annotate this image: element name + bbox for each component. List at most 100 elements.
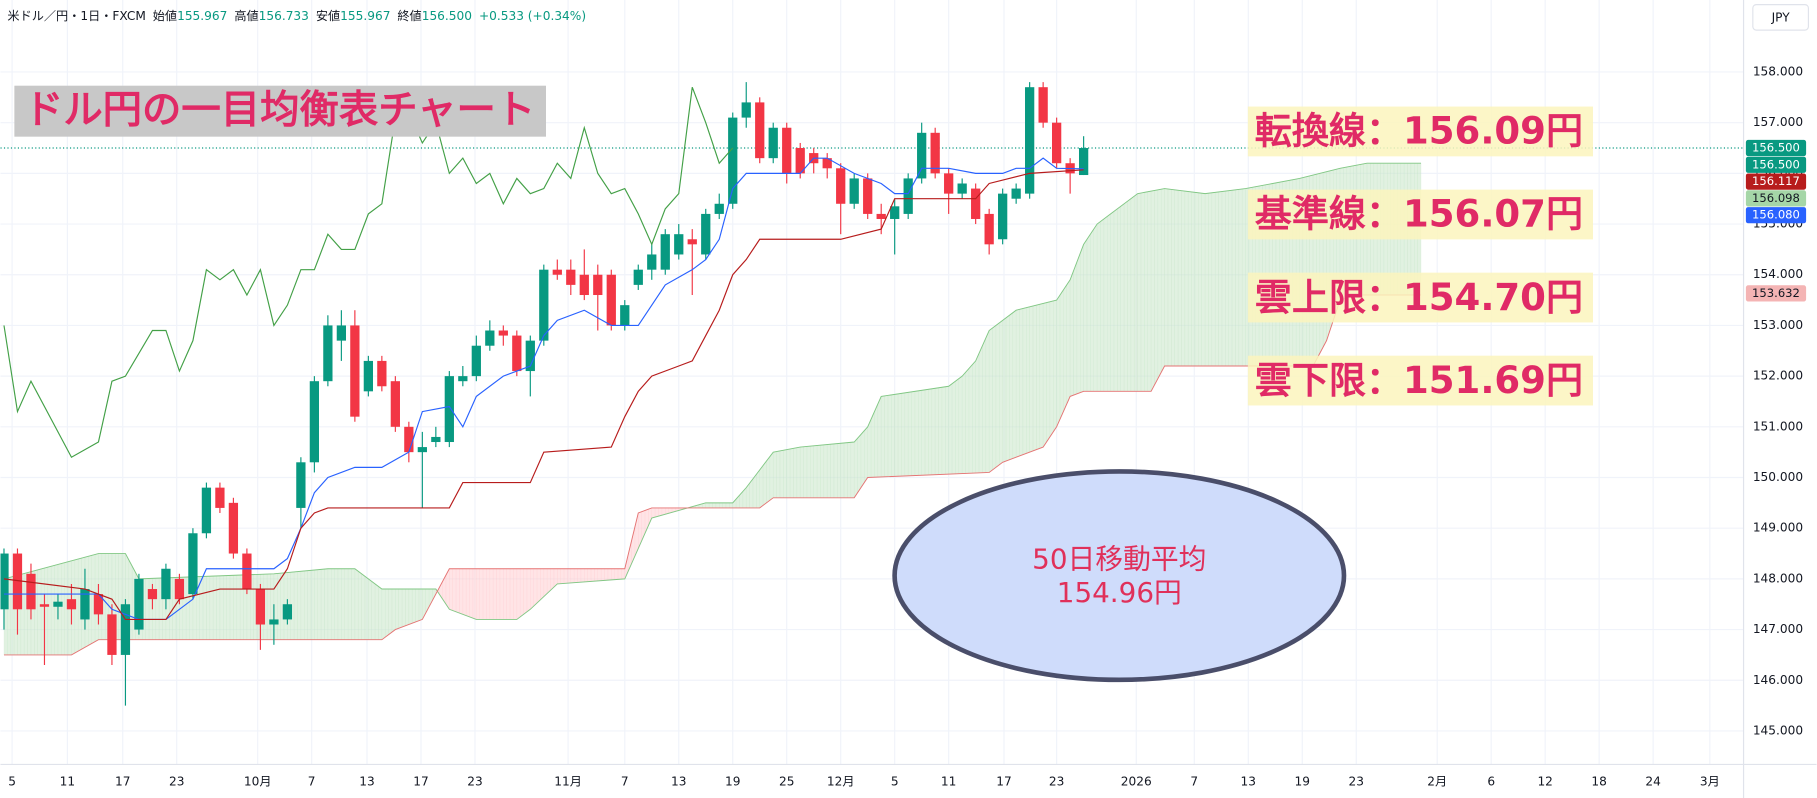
cloud-fill xyxy=(293,571,298,640)
cloud-fill xyxy=(341,568,345,640)
cloud-fill xyxy=(577,568,582,583)
price-badge xyxy=(1745,207,1807,224)
header-text: 始値 xyxy=(153,8,177,23)
cloud-fill xyxy=(1069,270,1074,397)
cloud-fill xyxy=(1113,208,1118,392)
y-tick-label: 157.000 xyxy=(1753,115,1803,129)
x-tick-label: 2026 xyxy=(1121,774,1152,788)
candle-body xyxy=(336,325,347,341)
y-tick-label: 153.000 xyxy=(1753,318,1803,332)
candle-body xyxy=(215,487,225,508)
candle-body xyxy=(228,502,239,554)
candle-body xyxy=(849,178,859,204)
cloud-fill xyxy=(982,338,986,473)
cloud-fill xyxy=(563,568,568,584)
candle-body xyxy=(444,376,454,443)
cloud-fill xyxy=(347,568,352,640)
candle-body xyxy=(269,619,279,625)
candle-body xyxy=(417,447,427,453)
cloud-fill xyxy=(837,443,841,498)
candle-body xyxy=(944,173,954,194)
cloud-fill xyxy=(968,364,973,474)
cloud-fill xyxy=(729,502,733,509)
cloud-fill xyxy=(945,386,949,475)
candle-body xyxy=(458,376,468,382)
cloud-fill xyxy=(155,577,160,640)
cloud-fill xyxy=(378,586,383,640)
cloud-fill xyxy=(965,368,970,474)
cloud-fill xyxy=(854,437,858,499)
cloud-fill xyxy=(651,507,656,519)
cloud-fill xyxy=(779,450,784,498)
cloud-fill xyxy=(597,568,602,582)
cloud-fill xyxy=(530,568,534,610)
candle-body xyxy=(822,158,832,169)
candle-body xyxy=(1011,188,1021,199)
cloud-fill xyxy=(793,447,798,498)
cloud-fill xyxy=(1029,305,1034,453)
cloud-fill xyxy=(891,394,895,477)
cloud-fill xyxy=(1147,190,1152,392)
candle-body xyxy=(890,206,900,219)
cloud-fill xyxy=(543,568,548,598)
cloud-fill xyxy=(536,568,541,604)
cloud-fill xyxy=(331,568,335,640)
currency-label[interactable]: JPY xyxy=(1771,10,1791,24)
cloud-fill xyxy=(1110,211,1115,392)
cloud-fill xyxy=(1208,192,1213,367)
cloud-fill xyxy=(351,568,356,640)
header-text: +0.533 (+0.34%) xyxy=(479,9,586,23)
candle-body xyxy=(0,553,9,610)
x-tick-label: 5 xyxy=(8,774,16,788)
y-tick-label: 145.000 xyxy=(1753,723,1803,737)
symbol-header: 米ドル／円・1日・FXCM 始値155.967 高値156.733 安値155.967… xyxy=(7,8,586,23)
cloud-fill xyxy=(1049,300,1054,438)
candle-body xyxy=(1038,87,1048,123)
cloud-fill xyxy=(388,588,393,635)
currency-button[interactable] xyxy=(1752,4,1810,31)
annotation-text: 転換線：156.09円 xyxy=(1255,110,1583,153)
x-tick-label: 24 xyxy=(1645,774,1661,788)
cloud-fill xyxy=(415,588,420,623)
cloud-fill xyxy=(935,387,939,475)
cloud-fill xyxy=(506,568,511,620)
candle-body xyxy=(431,436,441,443)
cloud-fill xyxy=(580,568,585,583)
cloud-fill xyxy=(1235,189,1240,367)
cloud-fill xyxy=(607,568,612,581)
cloud-fill xyxy=(418,588,423,621)
candle-body xyxy=(107,614,117,655)
candle-body xyxy=(93,594,104,615)
cloud-fill xyxy=(584,568,588,583)
cloud-fill xyxy=(37,568,42,656)
cloud-fill xyxy=(988,327,993,473)
cloud-fill xyxy=(600,568,605,581)
cloud-fill xyxy=(847,442,852,498)
candle-body xyxy=(66,599,77,610)
header-text: 安値 xyxy=(316,8,340,23)
cloud-fill xyxy=(557,568,561,585)
cloud-fill xyxy=(304,570,308,640)
cloud-fill xyxy=(145,578,150,640)
cloud-fill xyxy=(1218,191,1223,367)
cloud-fill xyxy=(226,575,231,640)
candle-body xyxy=(350,325,360,417)
header-text: 155.967 xyxy=(340,9,390,23)
cloud-fill xyxy=(1093,223,1098,392)
price-badge xyxy=(1745,139,1807,157)
candle-body xyxy=(188,533,198,595)
cloud-fill xyxy=(324,568,329,640)
candle-body xyxy=(26,573,36,610)
candle-body xyxy=(566,269,576,285)
cloud-fill xyxy=(300,570,305,640)
cloud-fill xyxy=(1194,192,1199,367)
cloud-fill xyxy=(725,502,730,509)
cloud-fill xyxy=(756,469,760,509)
cloud-fill xyxy=(229,575,234,640)
cloud-fill xyxy=(1053,299,1057,433)
cloud-fill xyxy=(796,446,801,498)
cloud-fill xyxy=(1157,188,1162,379)
candle-body xyxy=(323,325,333,382)
cloud-fill xyxy=(364,576,369,640)
candle-body xyxy=(593,274,603,296)
